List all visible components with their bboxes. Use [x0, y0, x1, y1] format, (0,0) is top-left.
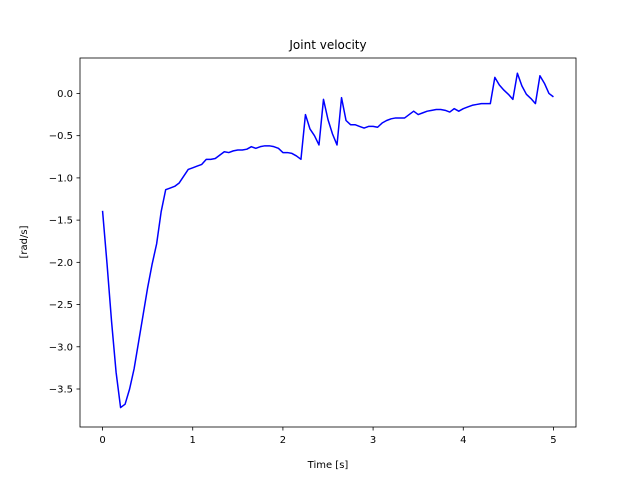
x-tick-label: 1 [190, 435, 196, 446]
x-tick-label: 4 [460, 435, 466, 446]
y-axis: −3.5 −3.0 −2.5 −2.0 −1.5 −1.0 −0.5 0.0 [49, 89, 80, 396]
series-line-0 [101, 72, 554, 409]
y-tick-label: −3.5 [49, 385, 73, 396]
plot-area [101, 72, 554, 409]
x-tick-label: 3 [370, 435, 376, 446]
chart-title: Joint velocity [288, 38, 366, 52]
y-tick-label: −0.5 [49, 131, 73, 142]
y-tick-label: −2.5 [49, 300, 73, 311]
x-axis-label: Time [s] [307, 460, 349, 471]
x-tick-label: 0 [99, 435, 105, 446]
y-tick-label: −3.0 [49, 342, 73, 353]
x-tick-label: 5 [550, 435, 556, 446]
plot-frame [79, 57, 577, 428]
y-axis-label: [rad/s] [19, 225, 30, 258]
y-tick-label: 0.0 [57, 89, 73, 100]
x-axis: 0 1 2 3 4 5 [99, 427, 557, 446]
y-tick-label: −2.0 [49, 258, 73, 269]
y-tick-label: −1.0 [49, 173, 73, 184]
y-tick-label: −1.5 [49, 216, 73, 227]
x-tick-label: 2 [280, 435, 286, 446]
